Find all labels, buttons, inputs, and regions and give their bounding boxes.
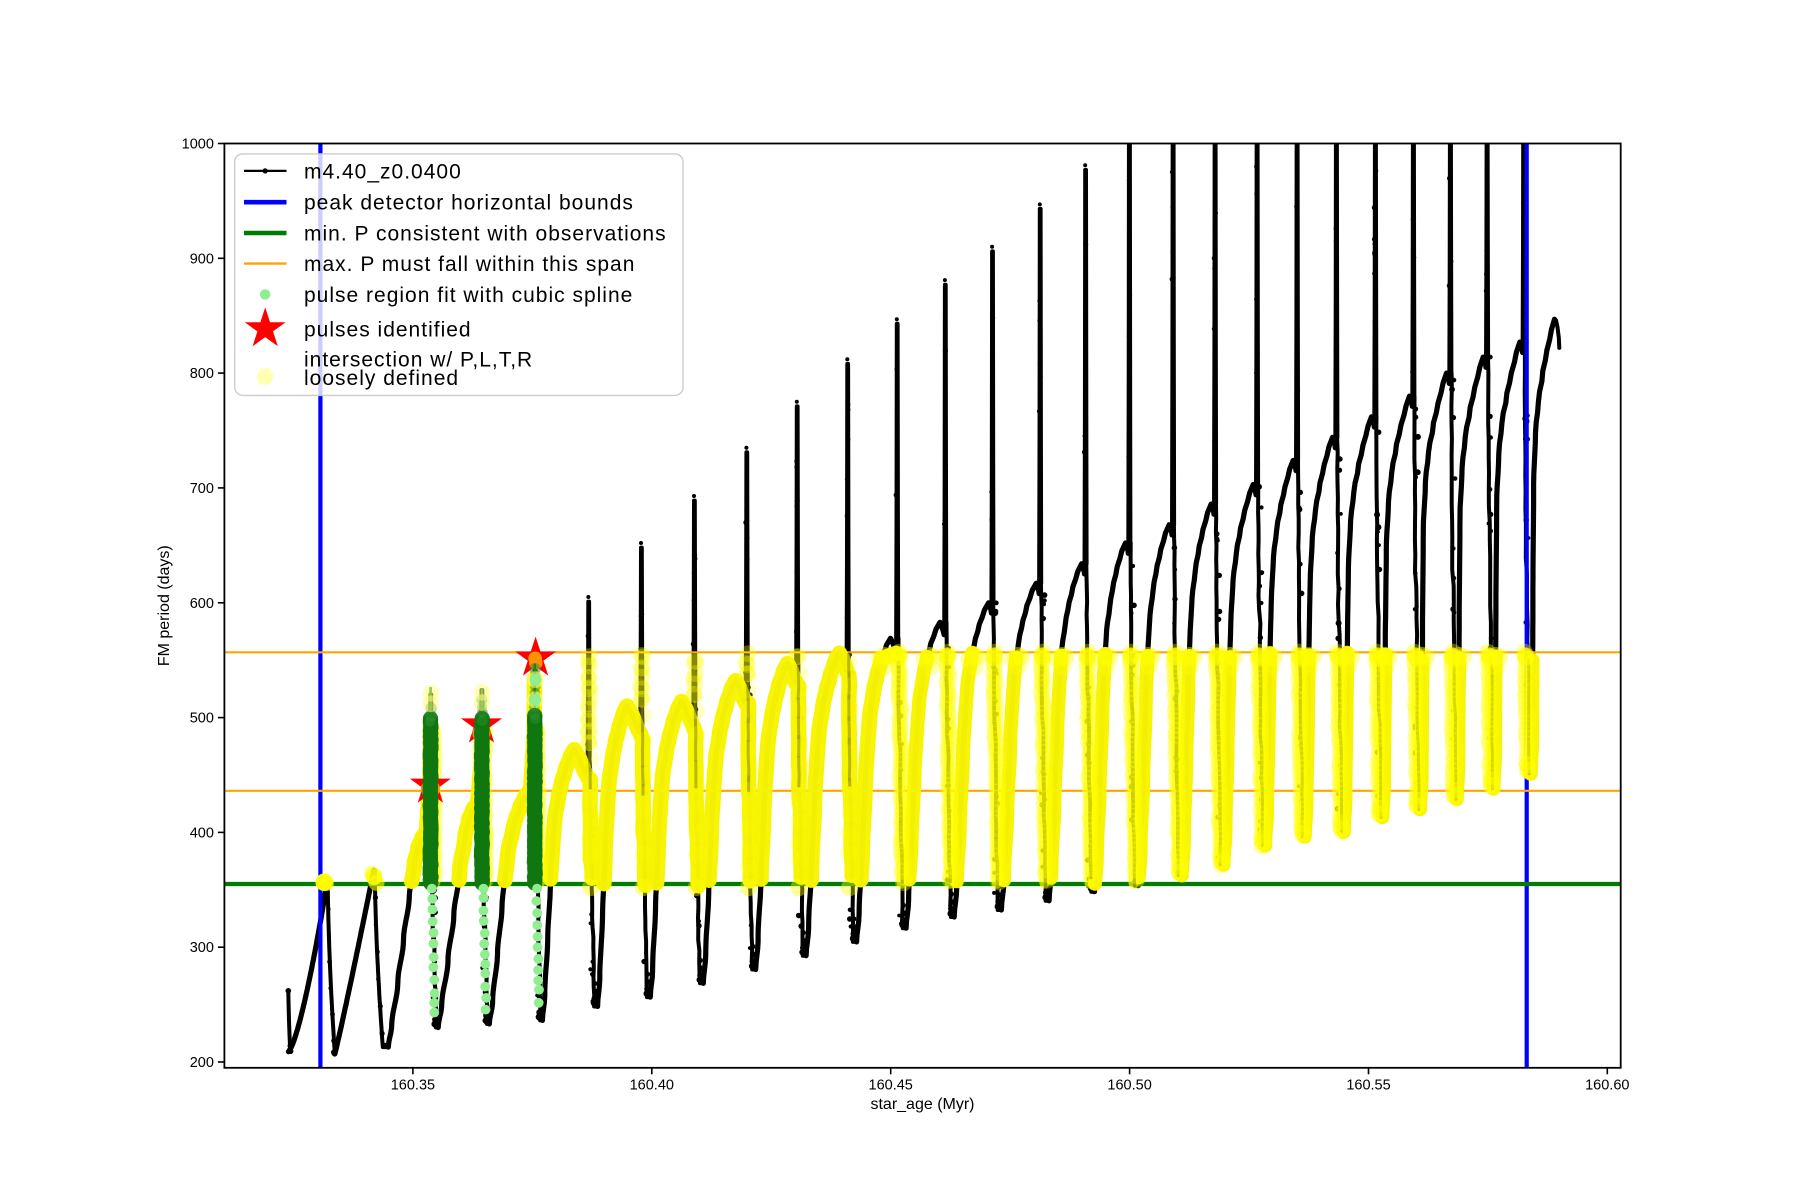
svg-text:160.60: 160.60 xyxy=(1585,1077,1629,1093)
svg-text:max. P must fall within this s: max. P must fall within this span xyxy=(304,253,635,276)
svg-text:700: 700 xyxy=(190,481,214,497)
svg-text:400: 400 xyxy=(190,825,214,841)
svg-text:600: 600 xyxy=(190,596,214,612)
svg-text:1000: 1000 xyxy=(182,137,214,153)
svg-text:peak detector horizontal bound: peak detector horizontal bounds xyxy=(304,192,634,215)
svg-text:intersection w/ P,L,T,R: intersection w/ P,L,T,R xyxy=(304,348,533,371)
svg-text:pulse region fit with cubic sp: pulse region fit with cubic spline xyxy=(304,284,633,307)
svg-text:160.40: 160.40 xyxy=(630,1077,674,1093)
svg-text:160.55: 160.55 xyxy=(1346,1077,1390,1093)
svg-text:900: 900 xyxy=(190,251,214,267)
svg-text:500: 500 xyxy=(190,711,214,727)
svg-text:star_age (Myr): star_age (Myr) xyxy=(870,1096,974,1113)
svg-text:pulses identified: pulses identified xyxy=(304,318,472,341)
svg-text:200: 200 xyxy=(190,1055,214,1071)
svg-text:FM period (days): FM period (days) xyxy=(156,545,173,666)
svg-text:min. P consistent with observa: min. P consistent with observations xyxy=(304,223,667,246)
svg-text:300: 300 xyxy=(190,940,214,956)
svg-text:160.35: 160.35 xyxy=(391,1077,435,1093)
svg-text:160.45: 160.45 xyxy=(869,1077,913,1093)
svg-text:m4.40_z0.0400: m4.40_z0.0400 xyxy=(304,160,462,183)
svg-text:800: 800 xyxy=(190,366,214,382)
svg-text:loosely defined: loosely defined xyxy=(304,367,459,390)
svg-text:160.50: 160.50 xyxy=(1107,1077,1151,1093)
